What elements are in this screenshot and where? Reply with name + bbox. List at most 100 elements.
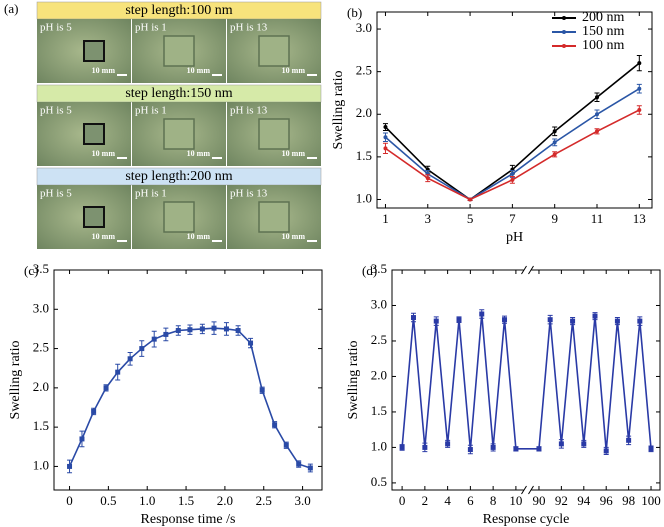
marker xyxy=(626,437,632,443)
marker xyxy=(127,356,133,362)
x-tick-label: 13 xyxy=(633,211,646,226)
x-tick-label: 2.5 xyxy=(256,493,272,508)
marker xyxy=(547,317,553,323)
y-tick-label: 2.5 xyxy=(356,63,372,78)
scale-bar xyxy=(212,157,222,159)
marker xyxy=(467,447,473,453)
x-tick-label: 0 xyxy=(399,493,406,508)
y-tick-label: 1.5 xyxy=(356,148,372,163)
x-tick-label: 92 xyxy=(555,493,568,508)
marker xyxy=(410,315,416,321)
scale-label: 10 mm xyxy=(187,232,211,241)
pattern-square xyxy=(163,201,195,233)
marker xyxy=(603,448,609,454)
y-tick-label: 2.0 xyxy=(356,105,372,120)
marker xyxy=(637,86,642,91)
marker xyxy=(558,441,564,447)
x-tick-label: 90 xyxy=(532,493,545,508)
y-tick-label: 2.5 xyxy=(33,340,49,355)
panel-label: (b) xyxy=(347,5,362,20)
x-tick-label: 9 xyxy=(551,211,558,226)
marker xyxy=(648,446,654,452)
cell-label: pH is 13 xyxy=(230,188,268,200)
x-tick-label: 7 xyxy=(509,211,516,226)
marker xyxy=(510,177,515,182)
marker xyxy=(637,108,642,112)
marker xyxy=(115,369,121,375)
pattern-square xyxy=(163,35,195,67)
marker xyxy=(595,112,599,117)
marker xyxy=(383,135,388,140)
scale-label: 10 mm xyxy=(282,66,306,75)
row-title: step length:100 nm xyxy=(125,3,232,18)
marker xyxy=(552,152,557,157)
scale-bar xyxy=(307,74,317,76)
x-tick-label: 6 xyxy=(467,493,474,508)
marker xyxy=(199,326,205,332)
marker xyxy=(570,318,576,324)
marker xyxy=(248,340,254,346)
scale-label: 10 mm xyxy=(187,149,211,158)
x-tick-label: 98 xyxy=(622,493,635,508)
x-tick-label: 1.5 xyxy=(178,493,194,508)
x-tick-label: 2 xyxy=(422,493,429,508)
panel-label: (d) xyxy=(362,263,377,278)
marker xyxy=(79,436,85,442)
marker xyxy=(139,346,145,352)
marker xyxy=(592,313,598,319)
plot-frame xyxy=(376,11,653,209)
x-tick-label: 1.0 xyxy=(139,493,155,508)
marker xyxy=(502,317,508,323)
marker xyxy=(510,171,515,176)
plot-frame xyxy=(53,269,323,491)
marker xyxy=(283,442,289,448)
marker xyxy=(307,465,313,471)
marker xyxy=(259,387,265,393)
row-title: step length:150 nm xyxy=(125,86,232,101)
marker xyxy=(103,385,109,391)
y-axis-label: Swelling ratio xyxy=(346,341,361,420)
axis-break-gap xyxy=(523,486,532,494)
marker xyxy=(456,317,462,323)
y-tick-label: 2.0 xyxy=(33,379,49,394)
x-tick-label: 3 xyxy=(425,211,432,226)
marker xyxy=(595,129,599,134)
x-axis-label: pH xyxy=(506,230,523,245)
legend-label: 200 nm xyxy=(582,10,625,25)
marker xyxy=(383,146,388,151)
scale-bar xyxy=(212,74,222,76)
plot-frame xyxy=(391,269,661,491)
marker xyxy=(296,461,302,467)
row-title: step length:200 nm xyxy=(125,169,232,184)
marker xyxy=(536,446,542,452)
cell-label: pH is 5 xyxy=(40,22,72,34)
legend-label: 100 nm xyxy=(582,38,625,53)
x-tick-label: 0 xyxy=(66,493,73,508)
x-tick-label: 11 xyxy=(591,211,604,226)
legend-marker xyxy=(562,30,566,34)
scale-label: 10 mm xyxy=(92,232,116,241)
x-tick-label: 94 xyxy=(577,493,591,508)
y-tick-label: 1.5 xyxy=(371,403,387,418)
y-axis-label: Swelling ratio xyxy=(8,341,23,420)
pattern-square xyxy=(258,118,290,150)
pattern-square xyxy=(258,201,290,233)
cell-label: pH is 1 xyxy=(135,188,167,200)
marker xyxy=(272,422,278,428)
panel-label: (c) xyxy=(24,263,38,278)
y-tick-label: 3.0 xyxy=(33,300,49,315)
y-tick-label: 2.0 xyxy=(371,367,387,382)
x-tick-label: 96 xyxy=(600,493,614,508)
cell-label: pH is 13 xyxy=(230,22,268,34)
marker xyxy=(175,328,181,333)
pattern-square xyxy=(258,35,290,67)
y-tick-label: 2.5 xyxy=(371,332,387,347)
chart: (d) Response cycle Swelling ratio 0.5 1.0 1.5… xyxy=(346,261,661,527)
marker xyxy=(513,446,519,452)
cell-label: pH is 13 xyxy=(230,105,268,117)
legend-label: 150 nm xyxy=(582,24,625,39)
marker xyxy=(151,336,157,342)
marker xyxy=(637,318,643,324)
y-tick-label: 3.0 xyxy=(371,296,387,311)
